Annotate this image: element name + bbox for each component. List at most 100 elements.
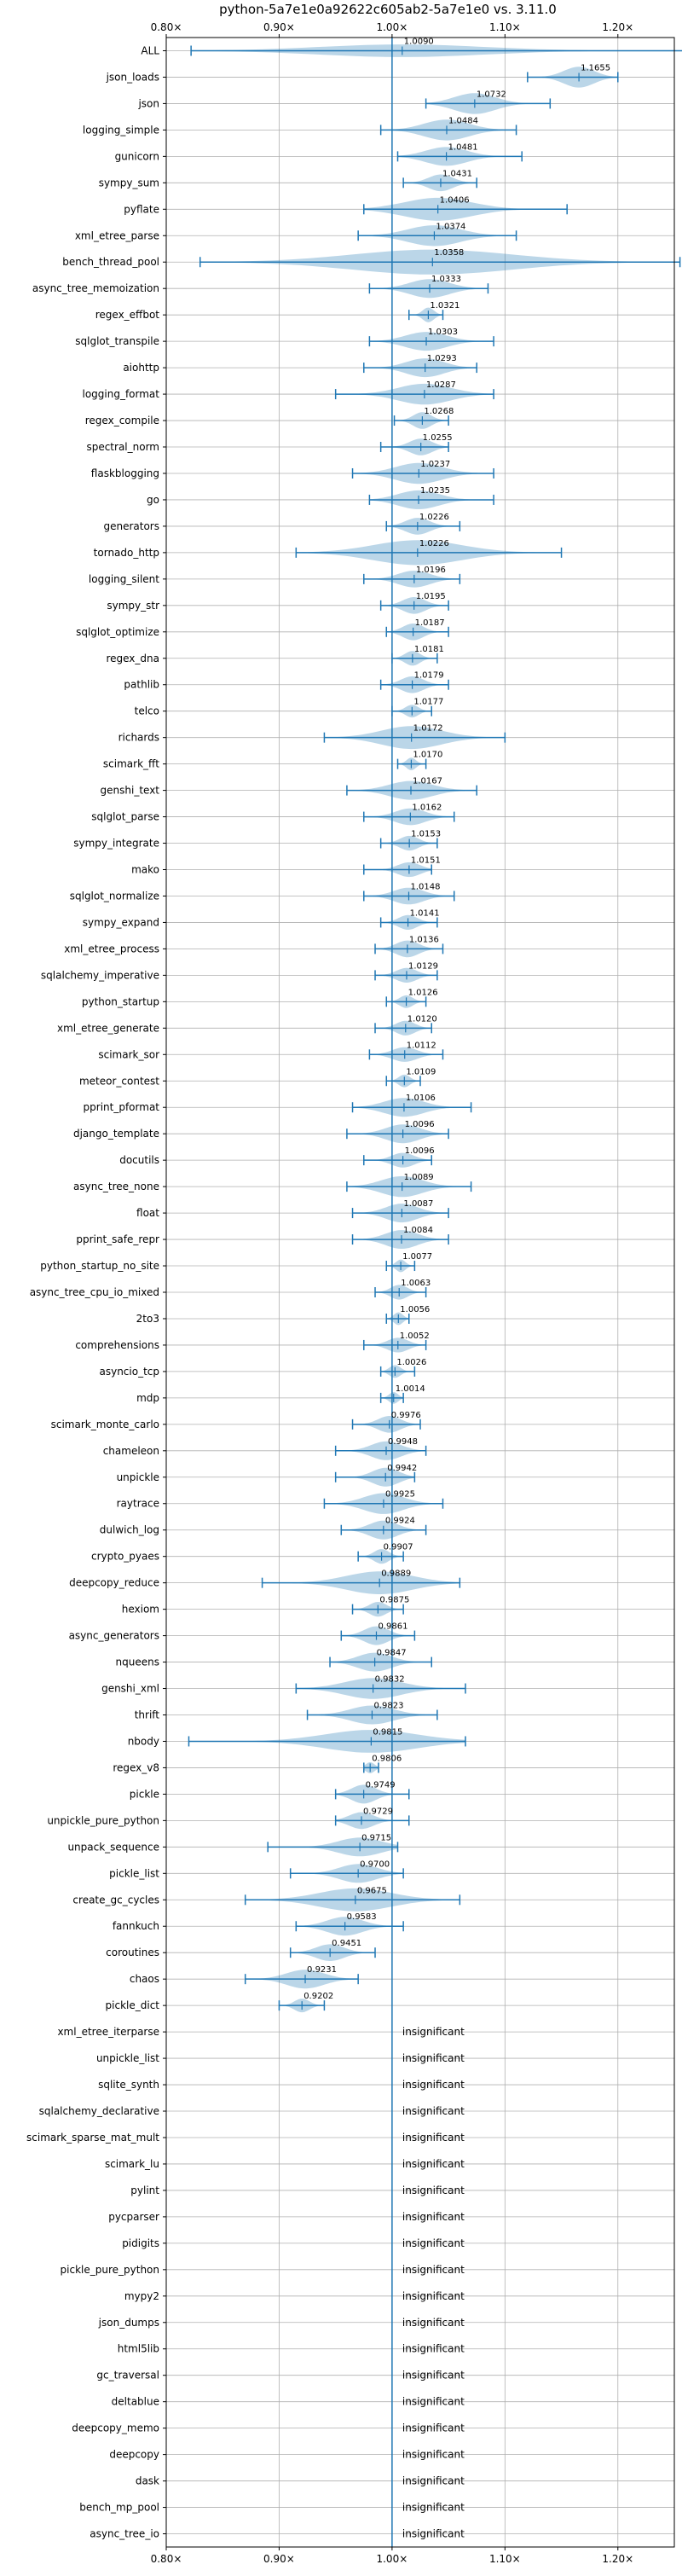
value-label: 1.0106	[406, 1094, 436, 1103]
benchmark-label: spectral_norm	[86, 441, 159, 453]
x-tick-label-top: 1.20×	[602, 21, 633, 33]
benchmark-label: json_loads	[106, 71, 159, 83]
benchmark-label: meteor_contest	[79, 1075, 159, 1087]
value-label: 1.0431	[442, 169, 472, 178]
benchmark-label: sympy_str	[107, 600, 159, 612]
benchmark-label: logging_format	[82, 388, 159, 400]
value-label: 0.9583	[347, 1912, 377, 1922]
value-label: 1.0293	[427, 354, 457, 363]
value-label: 1.0096	[405, 1120, 435, 1129]
value-label: 1.0179	[414, 671, 444, 681]
value-label: 1.0126	[408, 988, 438, 997]
benchmark-label: mdp	[136, 1392, 159, 1404]
benchmark-label: regex_effbot	[95, 309, 160, 321]
value-label: 1.0181	[414, 645, 444, 654]
benchmark-label: nqueens	[116, 1656, 159, 1668]
value-label: 0.9942	[387, 1464, 417, 1473]
benchmark-label: json_dumps	[98, 2317, 159, 2329]
benchmark-label: pickle_dict	[106, 1999, 160, 2011]
value-label: 1.0484	[448, 116, 478, 125]
benchmark-label: mypy2	[124, 2290, 159, 2302]
insignificant-label: insignificant	[402, 2475, 465, 2487]
value-label: 0.9889	[381, 1569, 411, 1579]
value-label: 1.0148	[410, 882, 440, 891]
insignificant-label: insignificant	[402, 2290, 465, 2302]
benchmark-label: django_template	[73, 1128, 159, 1140]
value-label: 1.0481	[448, 142, 478, 152]
value-label: 1.0052	[400, 1332, 430, 1341]
benchmark-label: thrift	[135, 1709, 160, 1720]
benchmark-label: aiohttp	[123, 362, 159, 374]
benchmark-label: sqlglot_normalize	[70, 890, 159, 902]
value-label: 1.0151	[411, 856, 441, 866]
benchmark-label: pprint_pformat	[84, 1101, 160, 1113]
benchmark-label: pycparser	[108, 2211, 159, 2223]
value-label: 0.9451	[332, 1939, 361, 1948]
benchmark-label: sympy_integrate	[73, 838, 159, 850]
benchmark-label: dulwich_log	[100, 1524, 159, 1536]
value-label: 0.9202	[303, 1992, 333, 2001]
benchmark-label: dask	[136, 2475, 159, 2487]
benchmark-label: richards	[118, 732, 159, 744]
benchmark-label: flaskblogging	[91, 467, 159, 479]
benchmark-label: sqlglot_parse	[91, 811, 159, 823]
value-label: 0.9907	[384, 1543, 413, 1552]
insignificant-label: insignificant	[402, 2264, 465, 2276]
plot-frame	[165, 37, 675, 2548]
benchmark-label: nbody	[128, 1735, 159, 1747]
benchmark-label: telco	[135, 705, 159, 717]
insignificant-label: insignificant	[402, 2158, 465, 2170]
benchmark-label: scimark_sparse_mat_mult	[26, 2132, 159, 2144]
insignificant-label: insignificant	[402, 2370, 465, 2382]
value-label: 0.9806	[372, 1754, 402, 1763]
insignificant-label: insignificant	[402, 2237, 465, 2249]
x-tick-label-top: 0.80×	[151, 21, 182, 33]
insignificant-label: insignificant	[402, 2026, 465, 2038]
value-label: 1.0195	[416, 592, 446, 601]
value-label: 1.0153	[411, 830, 441, 839]
insignificant-label: insignificant	[402, 2343, 465, 2355]
x-tick-label-bottom: 1.20×	[602, 2553, 633, 2565]
chart-title: python-5a7e1e0a92622c605ab2-5a7e1e0 vs. …	[219, 2, 557, 17]
benchmark-label: pidigits	[122, 2237, 159, 2249]
value-label: 1.0177	[413, 698, 443, 707]
benchmark-label: create_gc_cycles	[72, 1894, 159, 1906]
insignificant-label: insignificant	[402, 2105, 465, 2117]
benchmark-label: sympy_expand	[83, 916, 159, 928]
value-label: 1.0087	[403, 1199, 433, 1209]
value-label: 1.0333	[431, 275, 461, 284]
value-label: 0.9815	[373, 1727, 402, 1737]
benchmark-label: python_startup_no_site	[40, 1260, 159, 1272]
value-label: 1.0096	[405, 1146, 435, 1156]
insignificant-label: insignificant	[402, 2396, 465, 2408]
insignificant-label: insignificant	[402, 2052, 465, 2064]
x-tick-label-top: 1.10×	[489, 21, 521, 33]
value-label: 1.0162	[412, 804, 442, 813]
x-tick-label-bottom: 1.10×	[489, 2553, 521, 2565]
benchmark-label: 2to3	[136, 1313, 159, 1325]
benchmark-label: gunicorn	[115, 150, 159, 162]
benchmark-label: chaos	[130, 1973, 159, 1985]
benchmark-label: sqlglot_optimize	[76, 626, 159, 638]
benchmark-label: scimark_monte_carlo	[51, 1419, 159, 1430]
value-label: 1.0090	[404, 37, 434, 46]
benchmark-label: async_tree_none	[73, 1181, 159, 1192]
benchmark-label: coroutines	[106, 1947, 159, 1958]
axis-layer: 0.80× 0.80× 0.90× 0.90× 1.00× 1.00× 1.10× 1.10×…	[26, 21, 633, 2565]
benchmark-label: deepcopy_reduce	[69, 1577, 159, 1589]
benchmark-label: unpickle	[117, 1471, 159, 1483]
value-label: 1.0187	[415, 618, 445, 628]
value-label: 1.0014	[396, 1384, 425, 1394]
value-label: 1.0255	[423, 433, 453, 443]
benchmark-label: tornado_http	[94, 547, 159, 559]
value-label: 1.0358	[434, 248, 464, 258]
x-tick-label-top: 1.00×	[376, 21, 407, 33]
benchmark-label: pathlib	[124, 679, 159, 691]
benchmark-label: mako	[131, 864, 159, 876]
value-label: 1.0287	[426, 380, 456, 390]
benchmark-label: sqlalchemy_declarative	[39, 2105, 159, 2117]
value-label: 1.0141	[410, 908, 440, 918]
value-label: 1.0237	[420, 460, 450, 469]
x-tick-label-bottom: 0.80×	[151, 2553, 182, 2565]
